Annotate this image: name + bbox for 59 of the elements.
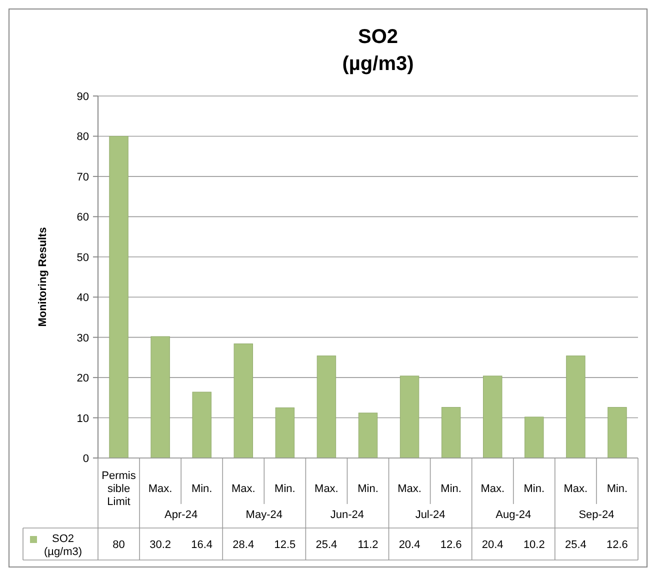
data-label: 12.5 [274,539,296,551]
text: May-24 [246,509,282,521]
data-label: 80 [112,539,125,551]
bar [358,412,378,458]
x-tick-label: Min. [274,483,296,495]
bar [192,392,212,458]
data-label: 20.4 [398,539,420,551]
bar [524,416,544,458]
y-tick-label: 70 [76,171,89,184]
bar [608,407,627,458]
bar [275,407,295,458]
bar [316,356,336,458]
x-tick-label: Max. [398,483,422,495]
x-tick-label: Min. [440,483,462,495]
data-label: 20.4 [482,539,504,551]
bar [483,376,502,458]
bar [566,356,586,458]
bar [400,376,420,458]
y-tick-label: 0 [82,453,89,465]
bar [441,407,461,458]
data-label: 11.2 [358,539,378,551]
bar [109,136,128,458]
data-label: 30.2 [150,539,172,551]
y-tick-label: 90 [76,91,89,103]
y-tick-label: 80 [76,131,89,144]
chart-subtitle: (µg/m3) [342,53,414,75]
y-tick-label: 30 [76,332,89,344]
legend-label: SO2 (µg/m3) [44,533,82,558]
x-tick-label: Max. [480,483,505,495]
chart-title: SO2 [358,26,398,48]
y-tick-label: 60 [76,212,89,224]
x-tick-label: Max. [564,483,588,495]
data-label: 28.4 [232,539,254,551]
text: Sep-24 [578,509,614,521]
x-tick-label: Min. [358,483,378,495]
x-tick-label: Max. [148,483,172,495]
text: Jul-24 [415,509,446,521]
y-tick-label: 10 [76,412,89,425]
bar [234,344,253,458]
data-label: 16.4 [191,539,213,551]
bar [150,336,170,458]
y-axis-title: Monitoring Results [37,227,49,327]
x-tick-label: Min. [191,483,212,495]
x-tick-label: Max. [231,483,256,495]
data-label: 12.6 [606,539,628,551]
y-tick-label: 40 [76,292,89,304]
text: Jun-24 [330,509,364,521]
data-label: 25.4 [564,539,586,551]
text: Apr-24 [164,509,198,521]
x-tick-label: Max. [314,483,338,495]
x-tick-label: Permissible Limit [102,470,136,508]
y-tick-label: 20 [76,372,89,385]
data-label: 25.4 [316,539,338,551]
data-label: 12.6 [440,539,462,551]
x-tick-label: Min. [606,483,628,495]
y-tick-label: 50 [76,252,89,264]
text: Aug-24 [496,509,532,521]
x-tick-label: Min. [524,483,545,495]
data-label: 10.2 [523,539,545,551]
